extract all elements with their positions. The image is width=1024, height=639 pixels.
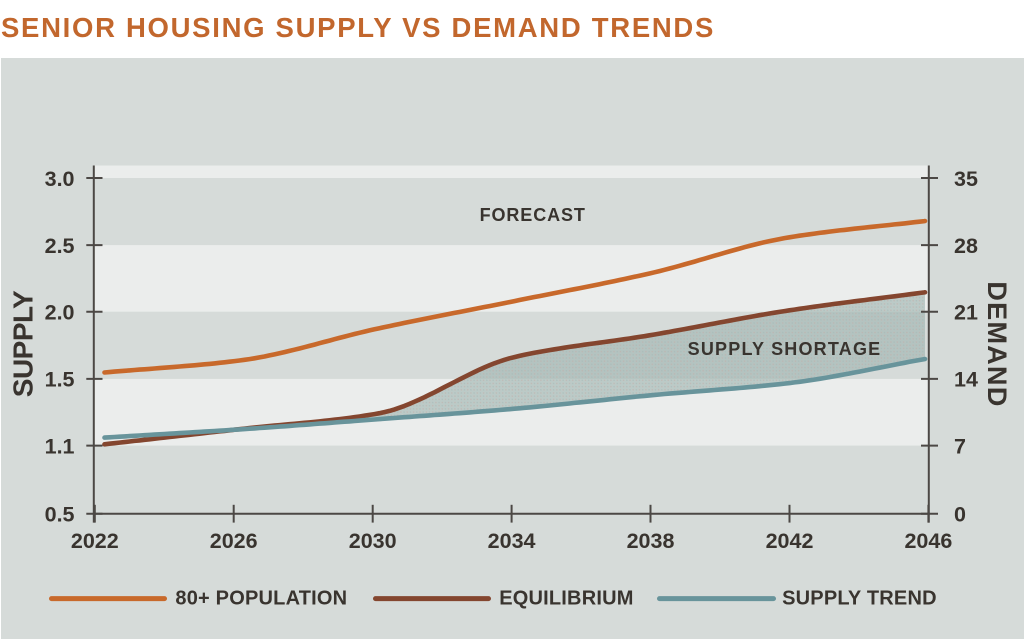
svg-text:2.0: 2.0 <box>45 301 75 325</box>
svg-text:2042: 2042 <box>766 529 814 553</box>
svg-text:21: 21 <box>954 301 978 325</box>
svg-text:7: 7 <box>954 434 966 458</box>
svg-text:1.1: 1.1 <box>45 434 75 458</box>
svg-text:2022: 2022 <box>71 529 119 553</box>
svg-text:SENIOR HOUSING SUPPLY VS DEMAN: SENIOR HOUSING SUPPLY VS DEMAND TRENDS <box>1 12 715 43</box>
svg-text:2.5: 2.5 <box>45 234 75 258</box>
svg-text:3.0: 3.0 <box>45 167 75 191</box>
svg-text:0: 0 <box>954 503 966 527</box>
svg-text:2030: 2030 <box>349 529 397 553</box>
svg-text:DEMAND: DEMAND <box>982 281 1012 407</box>
svg-text:FORECAST: FORECAST <box>480 205 586 225</box>
svg-text:1.5: 1.5 <box>45 368 75 392</box>
svg-text:2046: 2046 <box>904 529 952 553</box>
svg-text:2026: 2026 <box>210 529 258 553</box>
svg-text:80+ POPULATION: 80+ POPULATION <box>175 588 347 610</box>
svg-text:SUPPLY: SUPPLY <box>7 290 38 397</box>
svg-text:2038: 2038 <box>627 529 675 553</box>
svg-text:14: 14 <box>954 368 978 392</box>
svg-text:35: 35 <box>954 167 978 191</box>
svg-text:28: 28 <box>954 234 978 258</box>
svg-text:EQUILIBRIUM: EQUILIBRIUM <box>499 588 633 610</box>
svg-text:SUPPLY TREND: SUPPLY TREND <box>782 588 937 610</box>
svg-text:0.5: 0.5 <box>45 503 75 527</box>
svg-text:2034: 2034 <box>488 529 536 553</box>
svg-text:SUPPLY SHORTAGE: SUPPLY SHORTAGE <box>688 339 882 359</box>
